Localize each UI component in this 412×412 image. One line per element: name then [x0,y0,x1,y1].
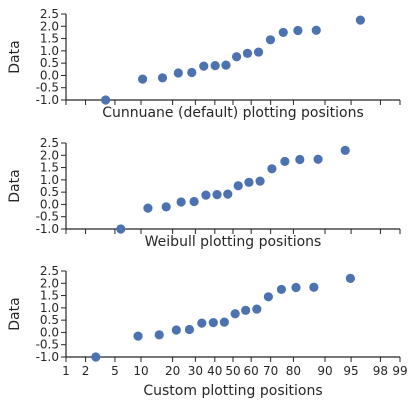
data-point [293,25,303,36]
panel-3: 2.52.01.51.00.50.0-0.5-1.01 2 5 10 20 30 40 50 6… [7,264,408,399]
data-point [221,60,231,70]
data-point [345,273,355,283]
data-point [255,176,265,186]
data-point [171,325,181,335]
data-point [116,224,126,234]
x-tick-label: 95 [343,364,358,378]
data-point [201,190,211,200]
data-point [91,352,101,362]
x-tick-label: 30 [188,364,203,378]
y-tick-label: 2.0 [40,276,59,290]
y-tick-label: 1.0 [40,173,59,187]
y-tick-label: 2.5 [40,136,59,150]
data-point [280,156,290,167]
y-tick-label: 0.5 [40,185,59,199]
y-axis-label: Data [7,297,23,330]
y-tick-label: 0.5 [40,56,59,70]
x-axis-label: Cunnuane (default) plotting positions [102,105,364,121]
data-point [291,282,301,293]
y-tick-label: 2.0 [40,19,59,33]
data-point [133,331,143,341]
data-point [173,68,183,78]
data-point [313,154,323,164]
y-tick-label: -1.0 [36,222,59,236]
y-tick-label: 1.0 [40,301,59,315]
data-point [208,318,218,328]
data-point [278,27,288,38]
data-point [265,35,276,45]
data-point [230,309,240,319]
x-tick-label: 70 [263,364,278,378]
panel-2: 2.52.01.51.00.50.0-0.5-1.0 Weibull plotti… [7,136,401,250]
y-tick-label: -0.5 [36,338,59,352]
data-point [244,177,254,187]
x-tick-label: 1 [62,364,70,378]
data-point [143,203,153,213]
data-point [199,61,209,71]
y-tick-label: 1.5 [40,161,59,175]
data-point [223,189,233,199]
y-tick-label: 0.0 [40,325,59,339]
data-point [309,282,319,292]
x-tick-label: 2 [82,364,90,378]
y-tick-label: 1.5 [40,32,59,46]
data-point [311,25,321,35]
x-tick-label: 50 [225,364,240,378]
x-tick-label: 40 [207,364,222,378]
data-point [276,284,287,295]
y-tick-label: -0.5 [36,210,59,224]
panel-1: 2.52.01.51.00.50.0-0.5-1.0 Cunnuane (defa… [7,7,401,121]
y-axis-label: Data [7,40,23,73]
data-point [219,317,229,327]
y-axis-label: Data [7,169,23,202]
x-tick-label: 80 [286,364,301,378]
data-point [340,145,350,155]
data-point [189,196,199,207]
x-tick-label: 99 [392,364,407,378]
x-tick-label: 10 [133,364,148,378]
data-point [295,154,305,165]
x-tick-label: 60 [244,364,259,378]
y-tick-label: -1.0 [36,93,59,107]
data-point [176,197,186,207]
y-tick-label: 2.0 [40,148,59,162]
x-tick-label: 5 [111,364,119,378]
x-tick-label: 20 [165,364,180,378]
y-tick-label: 0.0 [40,197,59,211]
data-point [267,164,277,174]
data-point [184,324,195,335]
data-point [355,15,365,25]
data-point [241,305,251,315]
data-point [242,48,253,58]
y-tick-label: 2.5 [40,264,59,278]
data-point [253,47,264,57]
data-point [233,181,243,191]
data-point [212,190,222,200]
y-tick-label: 0.0 [40,68,59,82]
data-point [138,74,148,84]
data-point [263,292,273,302]
data-point [101,95,111,105]
y-tick-label: 0.5 [40,313,59,327]
data-point [161,202,171,212]
y-tick-label: -1.0 [36,350,59,364]
data-point [187,67,197,78]
data-point [232,52,242,62]
data-point [197,318,207,328]
y-tick-label: 2.5 [40,7,59,21]
y-tick-label: 1.0 [40,44,59,58]
x-tick-label: 90 [317,364,332,378]
y-tick-label: -0.5 [36,81,59,95]
data-point [154,330,164,340]
data-point [157,73,168,83]
x-tick-label: 98 [373,364,388,378]
x-axis-label: Custom plotting positions [143,383,322,399]
data-point [210,61,220,71]
data-point [252,304,262,314]
y-tick-label: 1.5 [40,289,59,303]
x-axis-label: Weibull plotting positions [145,234,322,250]
